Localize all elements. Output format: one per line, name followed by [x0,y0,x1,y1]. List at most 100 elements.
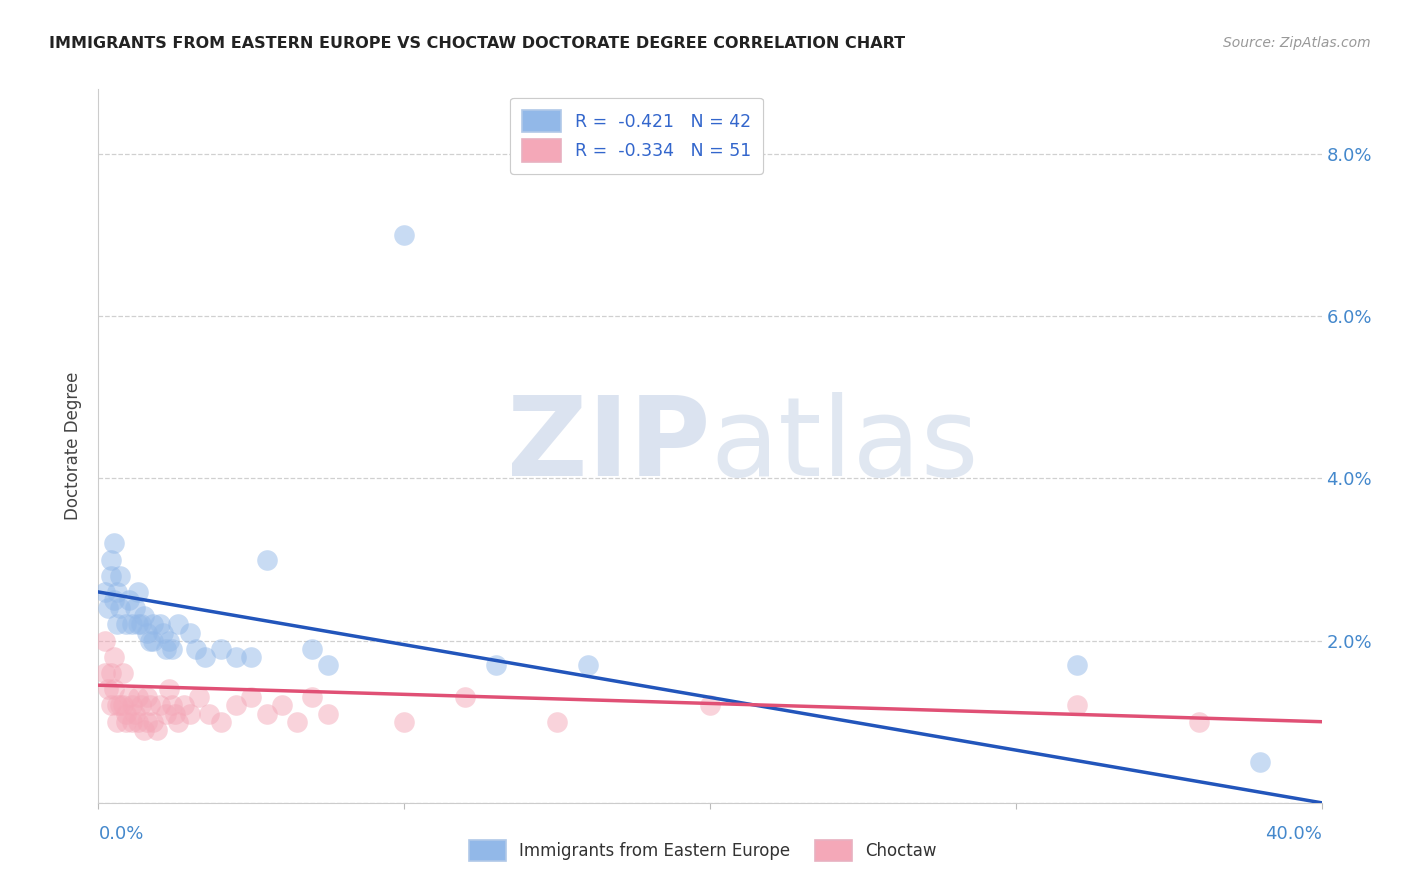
Point [163,706,186,721]
Point [103,593,125,607]
Point [157,633,180,648]
Point [115,706,138,721]
Point [152,625,174,640]
Point [134,609,156,624]
Point [225,698,247,713]
Point [179,625,201,640]
Point [93,633,115,648]
Text: ZIP: ZIP [506,392,710,500]
Point [149,617,172,632]
Text: atlas: atlas [710,392,979,500]
Point [97,601,120,615]
Point [93,666,115,681]
Point [111,666,134,681]
Point [301,690,323,705]
Point [103,649,125,664]
Point [136,690,159,705]
Point [160,698,183,713]
Point [167,714,190,729]
Legend: Immigrants from Eastern Europe, Choctaw: Immigrants from Eastern Europe, Choctaw [456,827,950,875]
Text: 0.0%: 0.0% [98,825,143,843]
Point [136,625,159,640]
Point [136,714,159,729]
Point [100,666,122,681]
Point [225,649,247,664]
Point [127,585,149,599]
Point [127,690,149,705]
Text: 40.0%: 40.0% [1265,825,1322,843]
Point [576,657,599,672]
Point [316,706,339,721]
Point [105,714,128,729]
Point [134,723,156,737]
Point [209,641,232,656]
Legend: R =  -0.421   N = 42, R =  -0.334   N = 51: R = -0.421 N = 42, R = -0.334 N = 51 [510,98,763,174]
Point [316,657,339,672]
Point [1249,756,1271,770]
Point [270,698,292,713]
Point [115,714,138,729]
Point [1066,698,1088,713]
Text: IMMIGRANTS FROM EASTERN EUROPE VS CHOCTAW DOCTORATE DEGREE CORRELATION CHART: IMMIGRANTS FROM EASTERN EUROPE VS CHOCTA… [49,36,905,51]
Point [392,228,416,243]
Point [160,641,183,656]
Point [301,641,323,656]
Point [118,690,141,705]
Point [256,552,278,566]
Point [240,690,263,705]
Text: Source: ZipAtlas.com: Source: ZipAtlas.com [1223,36,1371,50]
Point [197,706,219,721]
Point [100,698,122,713]
Point [546,714,568,729]
Point [485,657,508,672]
Point [108,568,131,582]
Point [240,649,263,664]
Point [209,714,232,729]
Point [127,617,149,632]
Point [155,706,177,721]
Point [118,593,141,607]
Point [1188,714,1211,729]
Point [111,698,134,713]
Point [127,714,149,729]
Point [100,552,122,566]
Point [115,617,138,632]
Point [167,617,190,632]
Point [186,641,208,656]
Point [93,585,115,599]
Point [103,682,125,697]
Point [139,633,162,648]
Point [392,714,416,729]
Point [121,698,143,713]
Point [155,641,177,656]
Point [100,568,122,582]
Point [157,682,180,697]
Point [188,690,211,705]
Y-axis label: Doctorate Degree: Doctorate Degree [65,372,83,520]
Point [142,633,165,648]
Point [129,617,152,632]
Point [129,698,152,713]
Point [124,706,146,721]
Point [145,723,167,737]
Point [173,698,195,713]
Point [194,649,217,664]
Point [121,714,143,729]
Point [256,706,278,721]
Point [103,536,125,550]
Point [108,698,131,713]
Point [149,698,172,713]
Point [105,585,128,599]
Point [1066,657,1088,672]
Point [285,714,308,729]
Point [699,698,721,713]
Point [179,706,201,721]
Point [105,617,128,632]
Point [454,690,477,705]
Point [105,698,128,713]
Point [139,698,162,713]
Point [97,682,120,697]
Point [142,714,165,729]
Point [124,601,146,615]
Point [108,601,131,615]
